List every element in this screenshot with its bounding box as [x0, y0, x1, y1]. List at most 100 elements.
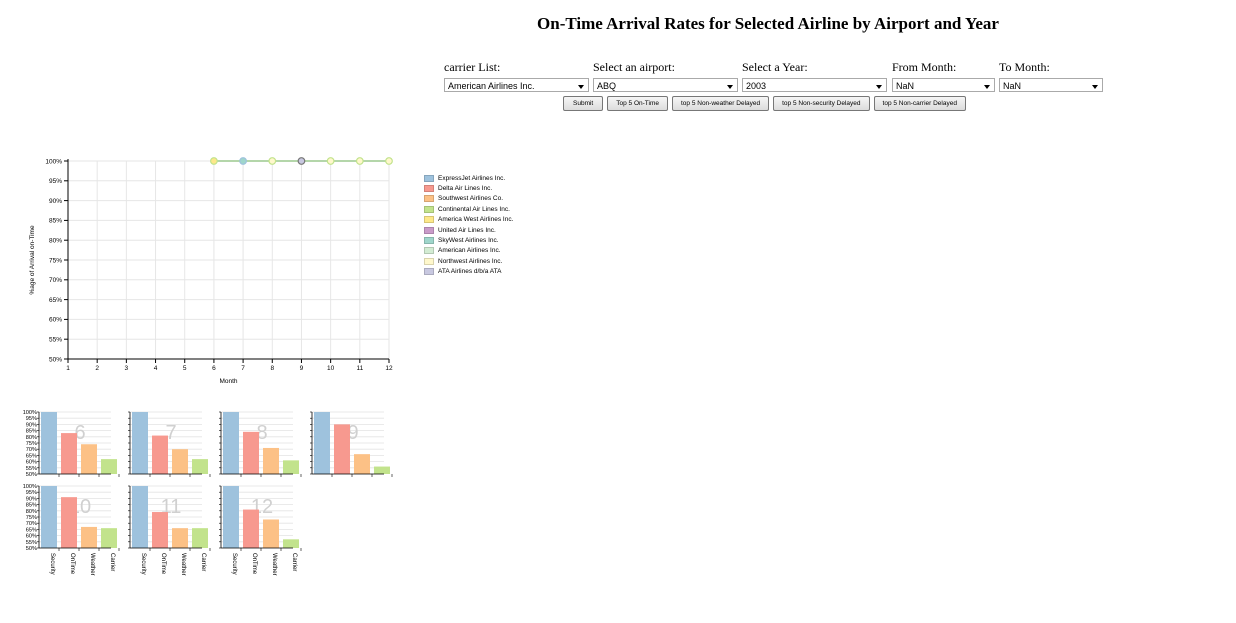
panel-x-tick-label: OnTime [251, 553, 257, 575]
bar [223, 412, 239, 474]
to-month-control: To Month: NaN [999, 60, 1103, 92]
top5-weather-button[interactable]: top 5 Non-weather Delayed [671, 96, 770, 111]
x-tick-label: 10 [327, 365, 335, 372]
legend-label: ExpressJet Airlines Inc. [438, 174, 506, 182]
x-tick-label: 6 [212, 365, 216, 372]
panel-x-tick-label: OnTime [160, 553, 166, 575]
y-axis-label: %age of Arrival on-Time [29, 225, 36, 295]
x-tick-label: 8 [270, 365, 274, 372]
year-value: 2003 [746, 81, 767, 91]
legend-swatch [424, 237, 434, 245]
chevron-down-icon [727, 85, 733, 89]
legend-label: Northwest Airlines Inc. [438, 257, 503, 265]
panel-x-tick-label: OnTime [69, 553, 75, 575]
data-point [326, 157, 335, 165]
legend-label: Continental Air Lines Inc. [438, 205, 510, 213]
panel-y-tick-label: 65% [26, 527, 37, 533]
legend-label: Southwest Airlines Co. [438, 195, 504, 203]
panel-y-tick-label: 95% [26, 416, 37, 422]
bar-panel: 8 [219, 411, 302, 477]
to-month-select[interactable]: NaN [999, 78, 1103, 92]
bar [172, 528, 188, 548]
line-chart-axes: 50%55%60%65%70%75%80%85%90%95%100%1 2 3 4 5 6… [45, 158, 393, 372]
legend-swatch [424, 226, 434, 234]
submit-button[interactable]: Submit [563, 96, 604, 111]
bar [61, 433, 77, 474]
year-select[interactable]: 2003 [742, 78, 887, 92]
bar [132, 412, 148, 474]
legend-item: ATA Airlines d/b/a ATA [424, 267, 513, 277]
bar [263, 447, 279, 474]
x-tick-label: 1 [66, 365, 70, 372]
top5-security-button[interactable]: top 5 Non-security Delayed [773, 96, 870, 111]
bar [172, 449, 188, 474]
panel-x-tick-label: Weather [180, 553, 186, 576]
panel-y-tick-label: 90% [26, 422, 37, 428]
top5-ontime-button[interactable]: Top 5 On-Time [607, 96, 668, 111]
bar [81, 526, 97, 548]
bar [283, 460, 299, 474]
y-tick-label: 70% [49, 277, 62, 284]
panel-y-tick-label: 100% [23, 484, 37, 490]
legend-item: American Airlines Inc. [424, 246, 513, 256]
panel-y-tick-label: 80% [26, 435, 37, 441]
legend-swatch [424, 268, 434, 276]
bar [354, 454, 370, 474]
carrier-control: carrier List: American Airlines Inc. [444, 60, 589, 92]
chevron-down-icon [876, 85, 882, 89]
bar [61, 497, 77, 548]
panel-y-tick-label: 60% [26, 460, 37, 466]
y-tick-label: 95% [49, 178, 62, 185]
panel-label: 7 [165, 422, 176, 444]
small-multiples-chart: 50%55%60%65%70%75%80%85%90%95%100%6 7 8 950… [23, 410, 393, 576]
chevron-down-icon [1092, 85, 1098, 89]
bar-panel: 9 [310, 411, 393, 477]
panel-y-tick-label: 90% [26, 496, 37, 502]
from-month-value: NaN [896, 81, 915, 91]
x-tick-label: 12 [385, 365, 393, 372]
legend-label: SkyWest Airlines Inc. [438, 237, 499, 245]
panel-x-tick-label: Weather [89, 553, 95, 576]
to-month-label: To Month: [999, 60, 1050, 74]
y-tick-label: 100% [45, 158, 62, 165]
legend-label: Delta Air Lines Inc. [438, 185, 493, 193]
legend-swatch [424, 174, 434, 182]
bar [41, 486, 57, 548]
top5-carrier-button[interactable]: top 5 Non-carrier Delayed [873, 96, 966, 111]
panel-y-tick-label: 50% [26, 546, 37, 552]
panel-label: 8 [256, 422, 267, 444]
bar [243, 509, 259, 548]
line-chart: 50%55%60%65%70%75%80%85%90%95%100%1 2 3 4 5 6… [29, 157, 393, 385]
legend-label: America West Airlines Inc. [438, 216, 514, 224]
bar [243, 431, 259, 474]
y-tick-label: 85% [49, 218, 62, 225]
x-axis-label: Month [219, 378, 237, 385]
data-point [268, 157, 277, 165]
airport-label: Select an airport: [593, 60, 675, 74]
line-chart-grid [67, 160, 390, 360]
legend-label: United Air Lines Inc. [438, 226, 496, 234]
y-tick-label: 55% [49, 337, 62, 344]
legend-item: ExpressJet Airlines Inc. [424, 173, 513, 183]
legend: ExpressJet Airlines Inc. Delta Air Lines … [424, 173, 513, 277]
bar [101, 459, 117, 474]
x-tick-label: 9 [300, 365, 304, 372]
legend-swatch [424, 247, 434, 255]
panel-x-tick-label: Security [49, 553, 55, 575]
airport-select[interactable]: ABQ [593, 78, 738, 92]
panel-x-tick-label: Carrier [109, 553, 115, 571]
x-tick-label: 11 [356, 365, 363, 372]
from-month-label: From Month: [892, 60, 957, 74]
panel-y-tick-label: 100% [23, 410, 37, 416]
chevron-down-icon [984, 85, 990, 89]
y-tick-label: 50% [49, 356, 62, 363]
from-month-select[interactable]: NaN [892, 78, 995, 92]
panel-x-tick-label: Security [140, 553, 146, 575]
panel-y-tick-label: 55% [26, 540, 37, 546]
legend-label: ATA Airlines d/b/a ATA [438, 268, 502, 276]
carrier-select[interactable]: American Airlines Inc. [444, 78, 589, 92]
data-point [385, 157, 393, 165]
panel-y-tick-label: 75% [26, 515, 37, 521]
carrier-value: American Airlines Inc. [448, 81, 535, 91]
